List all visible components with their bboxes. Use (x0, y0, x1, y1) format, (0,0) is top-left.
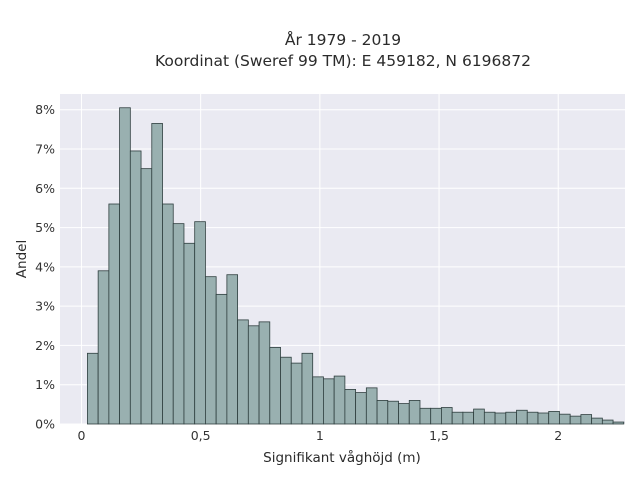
chart-title-line-1: År 1979 - 2019 (285, 30, 401, 49)
histogram-bar (87, 352, 99, 425)
histogram-bar (483, 411, 496, 425)
y-tick-label: 7% (35, 142, 55, 157)
histogram-bar (559, 413, 571, 425)
histogram-bar (387, 400, 399, 425)
x-tick-label: 1 (316, 428, 324, 443)
histogram-bar (194, 221, 206, 425)
histogram-bar (215, 293, 228, 425)
histogram-bar (505, 411, 517, 425)
x-axis-ticks: 0 0,5 1 1,5 2 (77, 428, 562, 443)
histogram-bar (333, 375, 346, 425)
chart-title-line-2: Koordinat (Sweref 99 TM): E 459182, N 61… (155, 52, 531, 70)
histogram-bar (172, 223, 185, 425)
y-tick-label: 8% (35, 102, 55, 117)
histogram-bar (548, 411, 560, 425)
histogram-bar (398, 403, 410, 425)
y-axis-label: Andel (14, 240, 30, 278)
histogram-bar (441, 407, 453, 425)
y-tick-label: 6% (35, 181, 55, 196)
histogram-bar (151, 123, 163, 425)
histogram-bar (473, 408, 485, 425)
histogram-bar (494, 412, 507, 425)
y-axis-ticks: 0% 1% 2% 3% 4% 5% 6% 7% 8% (35, 102, 55, 431)
histogram-bar (119, 107, 131, 425)
y-tick-label: 5% (35, 220, 55, 235)
histogram-bar (280, 356, 292, 425)
x-tick-label: 0 (77, 428, 85, 443)
histogram-bar (205, 276, 217, 425)
histogram-bar (419, 407, 432, 425)
histogram-bar (376, 400, 389, 425)
histogram-bar (537, 412, 550, 425)
histogram-bar (516, 409, 528, 425)
y-tick-label: 3% (35, 299, 55, 314)
histogram-bar (612, 421, 625, 425)
y-tick-label: 2% (35, 338, 55, 353)
histogram-bar (580, 414, 593, 425)
y-tick-label: 4% (35, 259, 55, 274)
histogram-bar (355, 392, 367, 425)
histogram-bar (344, 389, 357, 425)
histogram-bar (162, 203, 174, 425)
histogram-bar (312, 376, 324, 425)
histogram-bars (87, 107, 625, 425)
histogram-bar (526, 411, 539, 425)
histogram-bar (226, 274, 239, 425)
histogram-bar (430, 407, 442, 425)
histogram-bar (323, 378, 335, 425)
histogram-bar (183, 242, 196, 425)
histogram-bar (365, 387, 378, 425)
histogram-bar (569, 415, 582, 425)
histogram-bar (451, 411, 464, 425)
x-tick-label: 2 (554, 428, 562, 443)
histogram-bar (237, 319, 249, 425)
histogram-bar (247, 325, 260, 425)
histogram-bar (269, 346, 281, 425)
x-tick-label: 1,5 (429, 428, 449, 443)
histogram-bar (591, 417, 603, 425)
x-axis-label: Signifikant våghöjd (m) (263, 449, 421, 466)
histogram-bar (97, 270, 110, 425)
histogram-bar (129, 150, 142, 425)
x-tick-label: 0,5 (191, 428, 211, 443)
histogram-bar (301, 352, 314, 425)
histogram-bar (108, 203, 120, 425)
histogram-bar (140, 168, 153, 425)
histogram-bar (408, 400, 421, 425)
histogram-bar (258, 321, 271, 425)
histogram-bar (601, 419, 614, 425)
y-tick-label: 1% (35, 377, 55, 392)
histogram-bar (290, 362, 303, 425)
y-tick-label: 0% (35, 417, 55, 432)
histogram-bar (462, 411, 475, 425)
